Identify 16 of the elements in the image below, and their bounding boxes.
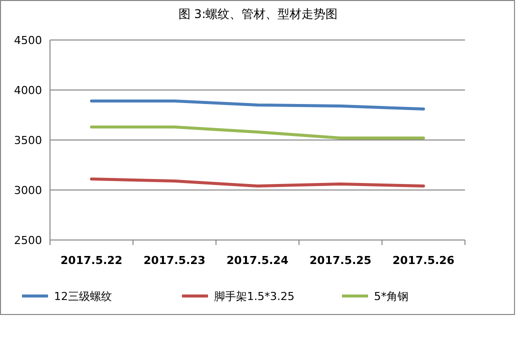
y-tick-label: 3000 xyxy=(14,184,42,197)
x-tick-label: 2017.5.26 xyxy=(392,254,455,267)
y-tick-label: 4500 xyxy=(14,34,42,47)
x-tick-label: 2017.5.23 xyxy=(144,254,206,267)
x-tick-label: 2017.5.25 xyxy=(310,254,372,267)
chart-title: 图 3:螺纹、管材、型材走势图 xyxy=(178,7,338,21)
line-series xyxy=(90,178,425,188)
y-tick-label: 2500 xyxy=(14,234,42,247)
legend-label: 脚手架1.5*3.25 xyxy=(214,290,294,303)
legend-label: 12三级螺纹 xyxy=(54,290,112,303)
line-series xyxy=(90,100,425,110)
x-tick-label: 2017.5.24 xyxy=(226,254,289,267)
y-tick-label: 3500 xyxy=(14,134,42,147)
legend-label: 5*角钢 xyxy=(374,290,408,303)
x-tick-label: 2017.5.22 xyxy=(60,254,122,267)
y-tick-label: 4000 xyxy=(14,84,42,97)
